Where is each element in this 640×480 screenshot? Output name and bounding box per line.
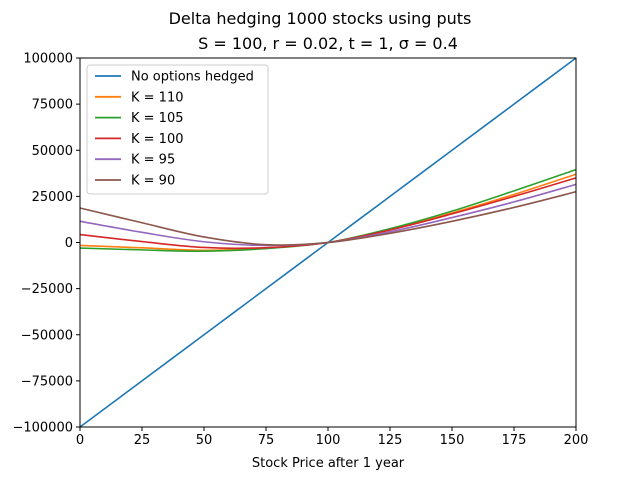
x-tick-label: 0 (76, 433, 84, 448)
y-tick-label: −75000 (21, 374, 73, 389)
x-tick-label: 50 (196, 433, 213, 448)
legend-label: K = 105 (131, 111, 184, 126)
legend-label: K = 95 (131, 153, 175, 168)
legend-label: K = 110 (131, 90, 184, 105)
chart-title: Delta hedging 1000 stocks using puts (169, 9, 472, 28)
y-tick-label: 50000 (32, 144, 73, 159)
y-tick-label: 25000 (32, 190, 73, 205)
chart-subtitle: S = 100, r = 0.02, t = 1, σ = 0.4 (198, 34, 458, 53)
x-tick-label: 150 (440, 433, 465, 448)
x-tick-label: 175 (502, 433, 527, 448)
legend-box (86, 64, 269, 195)
y-tick-label: −25000 (21, 282, 73, 297)
y-axis-ticks: −100000 −75000 −50000 −25000 0 25000 50000 7500… (12, 52, 80, 436)
legend: No options hedged K = 110 K = 105 K = 100 K … (86, 64, 269, 195)
y-tick-label: 75000 (32, 98, 73, 113)
x-tick-label: 100 (316, 433, 341, 448)
y-tick-label: −100000 (12, 421, 73, 436)
legend-label: K = 100 (131, 132, 184, 147)
x-tick-label: 200 (564, 433, 589, 448)
y-tick-label: 100000 (23, 52, 73, 67)
x-tick-label: 25 (134, 433, 151, 448)
x-axis-ticks: 0 25 50 75 100 125 150 175 200 (76, 427, 589, 448)
legend-label: K = 90 (131, 174, 175, 189)
x-axis-label: Stock Price after 1 year (252, 456, 405, 471)
y-tick-label: −50000 (21, 328, 73, 343)
series-layer (79, 57, 577, 428)
series-line-5 (79, 190, 577, 246)
y-tick-label: 0 (65, 236, 73, 251)
x-tick-label: 125 (378, 433, 403, 448)
legend-label: No options hedged (131, 70, 254, 85)
x-tick-label: 75 (258, 433, 275, 448)
